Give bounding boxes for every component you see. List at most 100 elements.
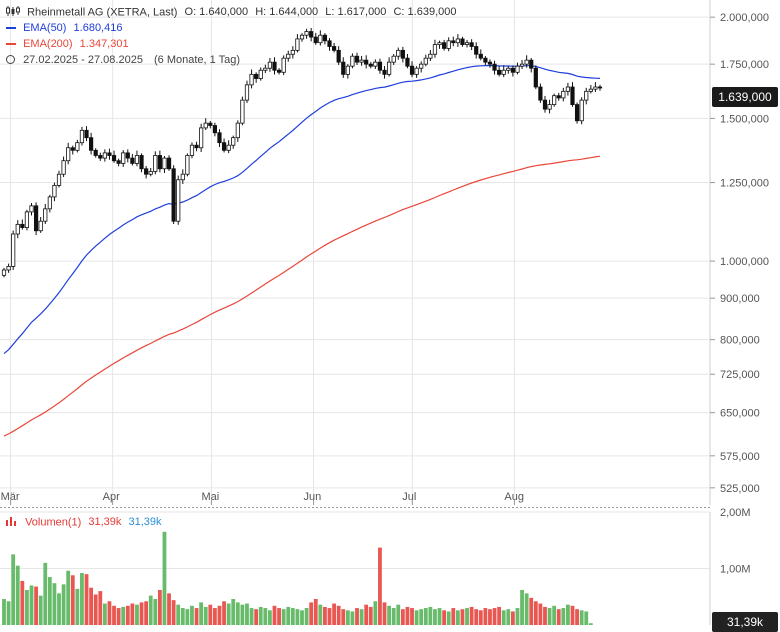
candle [464, 39, 470, 48]
candle-body-down [364, 59, 369, 65]
ema200-line-icon [6, 43, 16, 46]
candle [322, 33, 328, 45]
candle-body-up [373, 61, 378, 67]
candle-body-down [272, 61, 277, 71]
y-tick-label: 1.250,000 [720, 178, 769, 190]
clock-icon [6, 55, 15, 64]
candle [281, 55, 286, 76]
volume-bar [437, 608, 442, 625]
candle-body-up [584, 90, 589, 101]
volume-bar [203, 606, 208, 625]
volume-bar [378, 547, 382, 625]
volume-bar [286, 606, 291, 625]
volume-legend[interactable]: Volumen(1) 31,39k 31,39k [6, 516, 162, 529]
volume-bar [364, 604, 369, 625]
candle-body-down [309, 31, 314, 38]
candle-body-up [350, 55, 355, 67]
candle [254, 72, 259, 83]
candle [221, 138, 227, 153]
candle [93, 148, 98, 158]
volume-bar [89, 587, 94, 625]
candle-body-down [538, 86, 543, 101]
volume-bar [121, 606, 126, 625]
candle-body-up [148, 171, 153, 175]
volume-gridlines [0, 511, 711, 625]
candle [327, 38, 332, 51]
volume-bar [368, 606, 373, 625]
instrument-name: Rheinmetall AG (XETRA, Last) [27, 6, 178, 19]
candle-body-up [15, 223, 20, 235]
candle [478, 49, 483, 61]
candle-body-up [162, 157, 167, 170]
candle [180, 169, 185, 185]
candle [428, 50, 433, 62]
candle-body-up [263, 67, 268, 71]
period-detail: (6 Monate, 1 Tag) [154, 54, 241, 66]
volume-bar [157, 589, 162, 625]
period-range: 27.02.2025 - 27.08.2025 [23, 54, 143, 66]
x-tick-label: Jul [402, 491, 416, 503]
volume-bar [442, 610, 447, 625]
volume-bar [588, 623, 593, 625]
candle [286, 50, 291, 62]
volume-bar [332, 603, 336, 625]
volume-bar [538, 603, 543, 625]
candle-body-up [506, 67, 511, 71]
volume-bar [70, 575, 75, 625]
candle-body-down [89, 137, 94, 151]
candle-body-down [478, 53, 483, 59]
volume-bar [300, 610, 304, 625]
volume-bar [52, 583, 57, 625]
candle-body-down [313, 36, 318, 44]
candle-body-up [249, 73, 254, 86]
ema50-legend[interactable]: EMA(50) 1.680,416 [6, 22, 122, 34]
candle-body-down [157, 155, 162, 170]
volume-bar [43, 562, 48, 625]
candle [189, 142, 195, 159]
candle-body-down [276, 69, 282, 73]
candle-body-up [29, 205, 34, 213]
volume-bar [579, 610, 584, 625]
candle [529, 58, 534, 73]
candle-body-up [359, 59, 364, 63]
volume-bar [561, 608, 566, 625]
candle-body-down [130, 157, 135, 164]
volume-bar [135, 604, 139, 625]
candle-body-down [166, 157, 172, 170]
volume-bar [226, 603, 231, 625]
ema50-label: EMA(50) [23, 22, 67, 34]
ema200-label: EMA(200) [23, 38, 73, 50]
volume-bar [501, 610, 506, 625]
volume-bar [290, 608, 295, 625]
volume-bar [112, 605, 116, 625]
candle-body-up [79, 129, 85, 144]
x-axis: Mär Apr Mai Jun Jul Aug [1, 491, 524, 505]
volume-bar [180, 608, 185, 625]
volume-bar [47, 576, 52, 625]
volume-bar [552, 605, 557, 625]
volume-bar [185, 609, 190, 625]
candle-body-up [47, 196, 52, 210]
candle-body-down [469, 42, 474, 47]
candle-body-down [597, 86, 603, 89]
candle-body-down [354, 55, 360, 63]
candle [70, 145, 75, 155]
candle [515, 62, 520, 75]
candle [272, 57, 277, 75]
candle [460, 36, 465, 47]
volume-bar [176, 604, 181, 625]
open-value: O: 1.640,000 [184, 6, 249, 19]
volume-bar [295, 609, 300, 625]
x-tick-label: Apr [103, 491, 120, 503]
candle [519, 59, 525, 70]
ema200-legend[interactable]: EMA(200) 1.347,301 [6, 38, 129, 50]
candle [419, 61, 424, 73]
volume-bar [515, 608, 520, 625]
candle [446, 37, 451, 52]
y-tick-label: 1.750,000 [720, 59, 769, 71]
volume-bar [272, 605, 277, 625]
candle-body-up [547, 104, 552, 110]
candle [6, 263, 11, 273]
candle [244, 80, 250, 103]
